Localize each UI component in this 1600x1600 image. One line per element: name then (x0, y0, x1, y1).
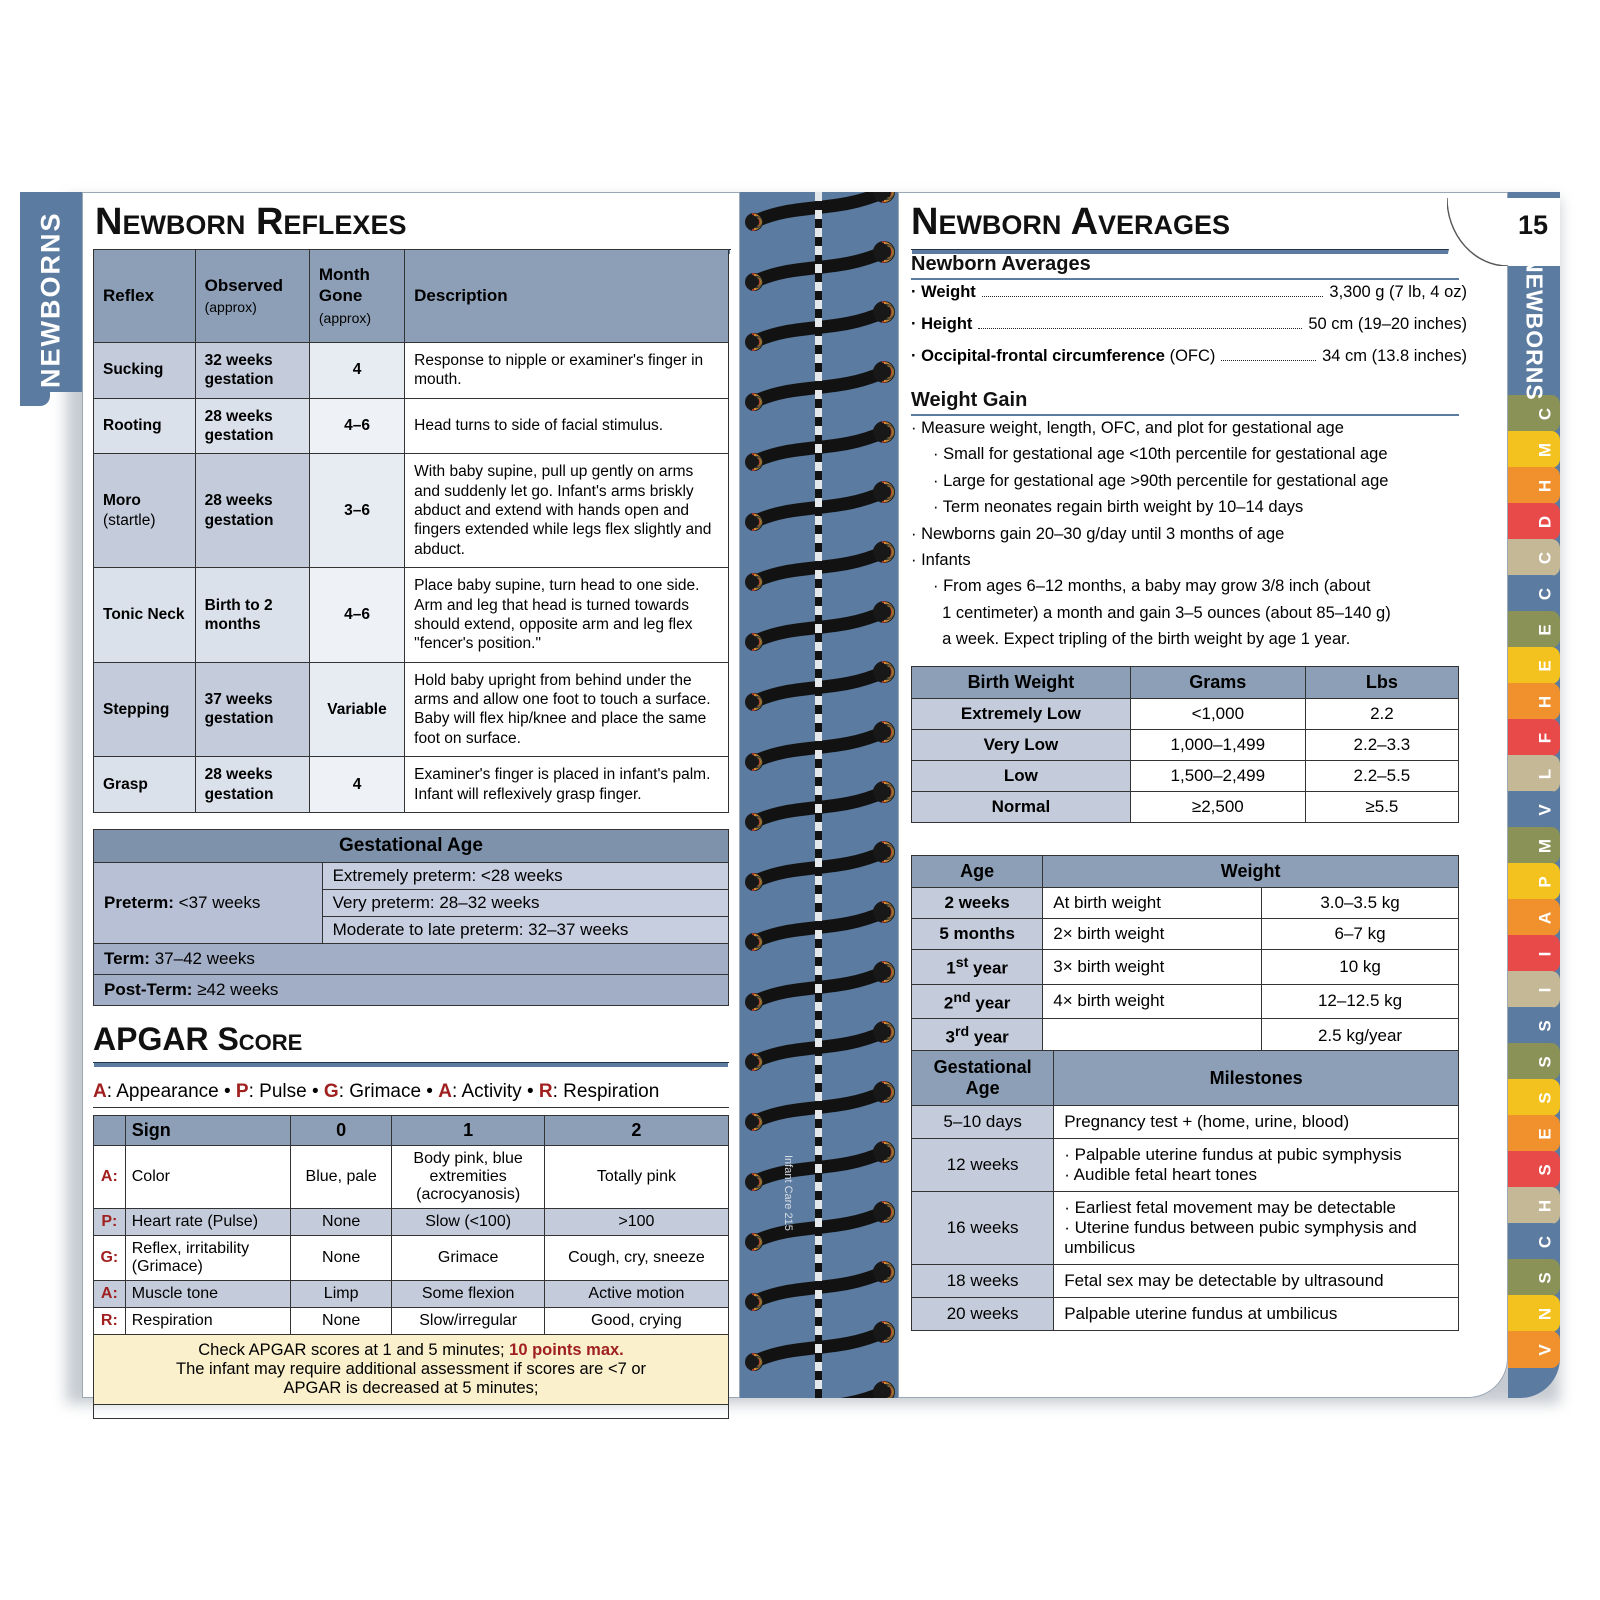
svg-text:C: C (1536, 588, 1555, 600)
svg-text:S: S (1536, 1164, 1555, 1175)
svg-text:C: C (1536, 1236, 1555, 1248)
svg-text:C: C (1536, 552, 1555, 564)
svg-text:L: L (1536, 769, 1555, 779)
svg-text:C: C (1536, 408, 1555, 420)
svg-text:S: S (1536, 1092, 1555, 1103)
svg-text:F: F (1536, 733, 1555, 743)
svg-text:M: M (1536, 839, 1555, 853)
svg-text:M: M (1536, 443, 1555, 457)
svg-text:V: V (1536, 804, 1555, 816)
svg-text:A: A (1536, 912, 1555, 924)
svg-text:E: E (1536, 1128, 1555, 1139)
svg-text:N: N (1536, 1308, 1555, 1320)
svg-text:P: P (1536, 876, 1555, 887)
svg-text:E: E (1536, 624, 1555, 635)
svg-text:S: S (1536, 1272, 1555, 1283)
svg-text:I: I (1536, 952, 1555, 957)
svg-text:S: S (1536, 1020, 1555, 1031)
svg-text:D: D (1536, 516, 1555, 528)
svg-text:I: I (1536, 988, 1555, 993)
svg-text:V: V (1536, 1344, 1555, 1356)
svg-text:E: E (1536, 660, 1555, 671)
svg-text:H: H (1536, 696, 1555, 708)
svg-text:H: H (1536, 480, 1555, 492)
svg-text:H: H (1536, 1200, 1555, 1212)
svg-text:S: S (1536, 1056, 1555, 1067)
